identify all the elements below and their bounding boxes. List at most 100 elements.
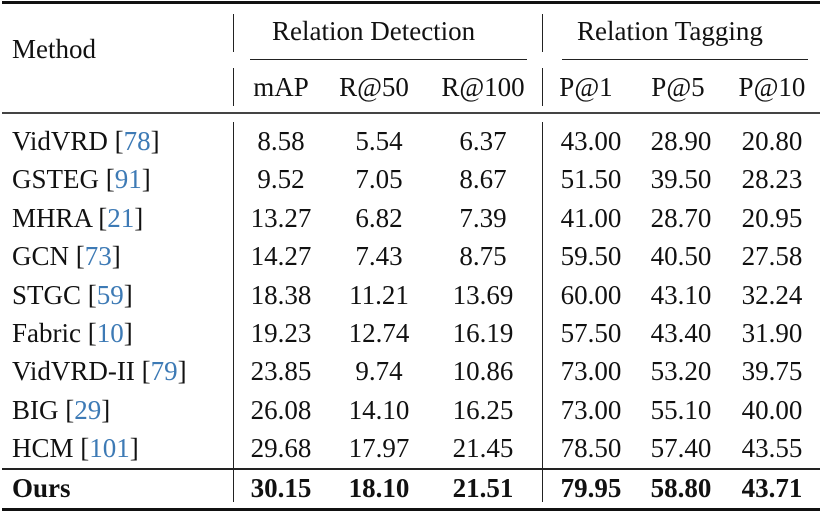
- method-label: VidVRD: [12, 126, 108, 156]
- bracket: ]: [150, 126, 160, 156]
- bracket: ]: [123, 279, 133, 310]
- method-name: STGC [59]: [12, 276, 133, 314]
- citation-link[interactable]: 78: [123, 126, 151, 156]
- bracket: [: [107, 126, 124, 156]
- table-cell: 16.19: [452, 318, 514, 348]
- table-cell: 57.50: [560, 318, 622, 348]
- method-name: HCM [101]: [12, 429, 139, 467]
- method-label: GCN: [12, 241, 70, 272]
- bracket: ]: [111, 241, 121, 272]
- table-cell: 78.50: [560, 433, 622, 464]
- top-rule: [2, 1, 820, 4]
- bracket: [: [87, 318, 97, 348]
- table-cell: 20.95: [741, 202, 803, 233]
- col-header-p10: P@10: [738, 72, 806, 102]
- table-cell: 43.40: [650, 318, 712, 348]
- table-cell: 28.70: [650, 202, 712, 233]
- cmidrule-detection: [250, 59, 527, 60]
- body-divider-right: [542, 122, 543, 502]
- table-cell: 8.67: [459, 164, 507, 195]
- citation-link[interactable]: 73: [84, 241, 112, 272]
- header-rule: [2, 112, 820, 114]
- table-cell: 13.27: [250, 202, 312, 233]
- citation-link[interactable]: 59: [96, 279, 124, 310]
- bracket: ]: [101, 394, 111, 425]
- table-cell: 73.00: [560, 394, 622, 425]
- table-cell: 57.40: [650, 433, 712, 464]
- ours-value: 30.15: [250, 473, 312, 503]
- table-cell: 16.25: [452, 394, 514, 425]
- table-cell: 59.50: [560, 241, 622, 272]
- table-cell: 40.50: [650, 241, 712, 272]
- citation-link[interactable]: 101: [89, 433, 130, 464]
- table-cell: 19.23: [250, 318, 312, 348]
- bottom-rule: [2, 508, 820, 511]
- header-divider-3: [542, 14, 543, 52]
- citation-link[interactable]: 91: [114, 164, 142, 195]
- table-cell: 18.38: [250, 279, 312, 310]
- method-label: STGC: [12, 279, 88, 310]
- bracket: [: [87, 279, 97, 310]
- table-cell: 21.45: [452, 433, 514, 464]
- method-header: Method: [12, 34, 96, 64]
- table-cell: 60.00: [560, 279, 622, 310]
- table-cell: 40.00: [741, 394, 803, 425]
- table-cell: 10.86: [452, 356, 514, 387]
- table-cell: 55.10: [650, 394, 712, 425]
- table-cell: 43.00: [560, 126, 622, 156]
- table-cell: 53.20: [650, 356, 712, 387]
- bracket: ]: [129, 433, 139, 464]
- method-name: VidVRD [78]: [12, 122, 160, 160]
- table-cell: 8.75: [459, 241, 507, 272]
- method-name: MHRA [21]: [12, 199, 143, 237]
- method-name: VidVRD-II [79]: [12, 352, 187, 390]
- table-cell: 32.24: [741, 279, 803, 310]
- citation-link[interactable]: 79: [150, 356, 178, 387]
- ours-value: 21.51: [452, 473, 514, 503]
- bracket: [: [141, 356, 151, 387]
- table-cell: 8.58: [257, 126, 305, 156]
- citation-link[interactable]: 10: [96, 318, 124, 348]
- citation-link[interactable]: 29: [74, 394, 102, 425]
- table-cell: 39.75: [741, 356, 803, 387]
- table-cell: 43.55: [741, 433, 803, 464]
- ours-value: 43.71: [741, 473, 803, 503]
- ours-value: 18.10: [348, 473, 410, 503]
- table-cell: 9.52: [257, 164, 305, 195]
- table-cell: 28.23: [741, 164, 803, 195]
- group-relation-detection: Relation Detection: [272, 16, 476, 46]
- col-header-map: mAP: [253, 72, 309, 102]
- table-cell: 26.08: [250, 394, 312, 425]
- group-relation-tagging: Relation Tagging: [577, 16, 763, 46]
- bracket: ]: [177, 356, 187, 387]
- ours-method: Ours: [12, 473, 71, 503]
- table-cell: 5.54: [355, 126, 403, 156]
- method-label: Fabric: [12, 318, 88, 348]
- method-name: BIG [29]: [12, 391, 110, 429]
- body-divider-left: [233, 122, 234, 502]
- table-cell: 17.97: [348, 433, 410, 464]
- method-name: Fabric [10]: [12, 314, 133, 352]
- bracket: ]: [123, 318, 133, 348]
- bracket: ]: [141, 164, 151, 195]
- citation-link[interactable]: 21: [107, 202, 135, 233]
- bracket: ]: [134, 202, 144, 233]
- ours-rule: [2, 468, 820, 470]
- method-label: VidVRD-II: [12, 356, 142, 387]
- table-cell: 7.05: [355, 164, 403, 195]
- header-divider-1: [233, 14, 234, 52]
- header-divider-2: [233, 68, 234, 106]
- bracket: [: [73, 433, 90, 464]
- col-header-r50: R@50: [339, 72, 409, 102]
- method-label: MHRA: [12, 202, 92, 233]
- table-cell: 9.74: [355, 356, 403, 387]
- method-label: GSTEG: [12, 164, 99, 195]
- table-cell: 7.39: [459, 202, 507, 233]
- table-cell: 6.82: [355, 202, 403, 233]
- bracket: [: [65, 394, 75, 425]
- col-header-r100: R@100: [441, 72, 525, 102]
- table-cell: 14.27: [250, 241, 312, 272]
- bracket: [: [91, 202, 108, 233]
- table-cell: 6.37: [459, 126, 507, 156]
- col-header-p1: P@1: [559, 72, 613, 102]
